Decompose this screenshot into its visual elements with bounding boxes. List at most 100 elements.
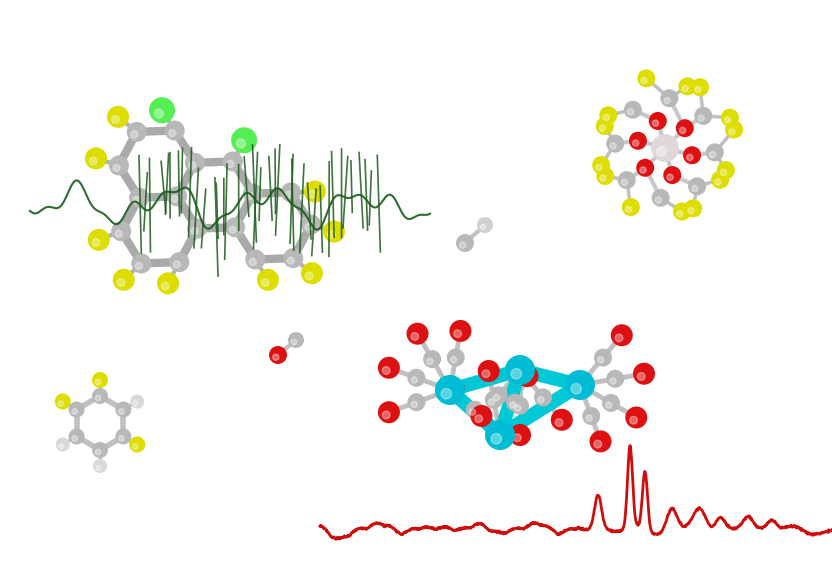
Circle shape xyxy=(676,119,694,137)
Circle shape xyxy=(695,87,701,93)
Circle shape xyxy=(582,407,600,425)
Circle shape xyxy=(236,139,245,148)
Circle shape xyxy=(694,107,712,125)
Circle shape xyxy=(161,282,169,290)
Circle shape xyxy=(510,402,516,408)
Circle shape xyxy=(491,433,502,444)
Circle shape xyxy=(469,409,476,415)
Circle shape xyxy=(131,253,151,273)
Circle shape xyxy=(116,429,131,444)
Circle shape xyxy=(301,215,321,235)
Circle shape xyxy=(250,258,256,265)
Circle shape xyxy=(96,465,101,470)
Circle shape xyxy=(551,409,572,431)
Circle shape xyxy=(89,158,97,165)
Circle shape xyxy=(309,190,316,198)
Circle shape xyxy=(133,401,138,406)
Circle shape xyxy=(698,115,704,121)
Circle shape xyxy=(688,177,706,195)
Circle shape xyxy=(717,161,735,179)
Circle shape xyxy=(171,196,178,203)
Circle shape xyxy=(92,442,108,458)
Circle shape xyxy=(603,114,609,121)
Circle shape xyxy=(283,248,303,268)
Circle shape xyxy=(136,263,142,269)
Circle shape xyxy=(565,370,595,400)
Circle shape xyxy=(622,179,627,186)
Circle shape xyxy=(664,98,671,104)
Circle shape xyxy=(411,377,418,383)
Circle shape xyxy=(157,272,179,294)
Circle shape xyxy=(56,437,70,451)
Circle shape xyxy=(170,252,190,272)
Circle shape xyxy=(328,231,335,238)
Circle shape xyxy=(683,146,701,164)
Circle shape xyxy=(651,134,679,162)
Circle shape xyxy=(615,334,623,342)
Circle shape xyxy=(291,339,297,345)
Circle shape xyxy=(691,78,709,96)
Circle shape xyxy=(119,409,124,414)
Circle shape xyxy=(629,132,647,150)
Circle shape xyxy=(88,229,110,251)
Circle shape xyxy=(611,324,633,346)
Circle shape xyxy=(590,430,612,452)
Circle shape xyxy=(480,224,486,230)
Circle shape xyxy=(55,394,71,410)
Circle shape xyxy=(599,125,606,132)
Circle shape xyxy=(443,378,465,400)
Circle shape xyxy=(725,117,730,123)
Circle shape xyxy=(691,185,698,192)
Circle shape xyxy=(229,226,236,233)
Circle shape xyxy=(599,106,617,124)
Circle shape xyxy=(113,164,120,171)
Circle shape xyxy=(383,411,390,419)
Circle shape xyxy=(640,167,646,173)
Circle shape xyxy=(189,162,196,169)
Circle shape xyxy=(594,349,612,366)
Circle shape xyxy=(596,164,602,170)
Circle shape xyxy=(257,269,279,291)
Circle shape xyxy=(107,106,129,128)
Circle shape xyxy=(131,131,138,138)
Circle shape xyxy=(111,221,131,241)
Circle shape xyxy=(245,249,265,269)
Circle shape xyxy=(68,429,85,444)
Circle shape xyxy=(169,130,176,137)
Circle shape xyxy=(448,388,455,396)
Circle shape xyxy=(537,396,544,403)
Circle shape xyxy=(688,208,694,213)
Circle shape xyxy=(227,160,234,167)
Circle shape xyxy=(85,147,107,170)
Circle shape xyxy=(600,175,606,181)
Circle shape xyxy=(470,405,493,427)
Circle shape xyxy=(485,391,503,409)
Circle shape xyxy=(411,402,418,407)
Circle shape xyxy=(115,230,122,237)
Circle shape xyxy=(680,128,686,134)
Circle shape xyxy=(287,257,295,264)
Circle shape xyxy=(305,272,313,280)
Circle shape xyxy=(58,400,63,406)
Circle shape xyxy=(95,395,101,401)
Circle shape xyxy=(636,159,654,177)
Circle shape xyxy=(682,85,688,92)
Circle shape xyxy=(423,350,441,368)
Circle shape xyxy=(511,397,529,415)
Circle shape xyxy=(602,394,620,412)
Circle shape xyxy=(167,186,187,207)
Circle shape xyxy=(383,366,390,374)
Circle shape xyxy=(517,365,538,387)
Circle shape xyxy=(154,109,163,118)
Circle shape xyxy=(129,188,149,208)
Circle shape xyxy=(447,349,465,366)
Circle shape xyxy=(225,217,245,237)
Circle shape xyxy=(617,171,636,189)
Circle shape xyxy=(109,155,129,175)
Circle shape xyxy=(513,434,521,441)
Circle shape xyxy=(223,151,243,171)
Circle shape xyxy=(651,189,670,207)
Circle shape xyxy=(111,116,119,123)
Circle shape xyxy=(133,197,140,204)
Circle shape xyxy=(231,128,257,153)
